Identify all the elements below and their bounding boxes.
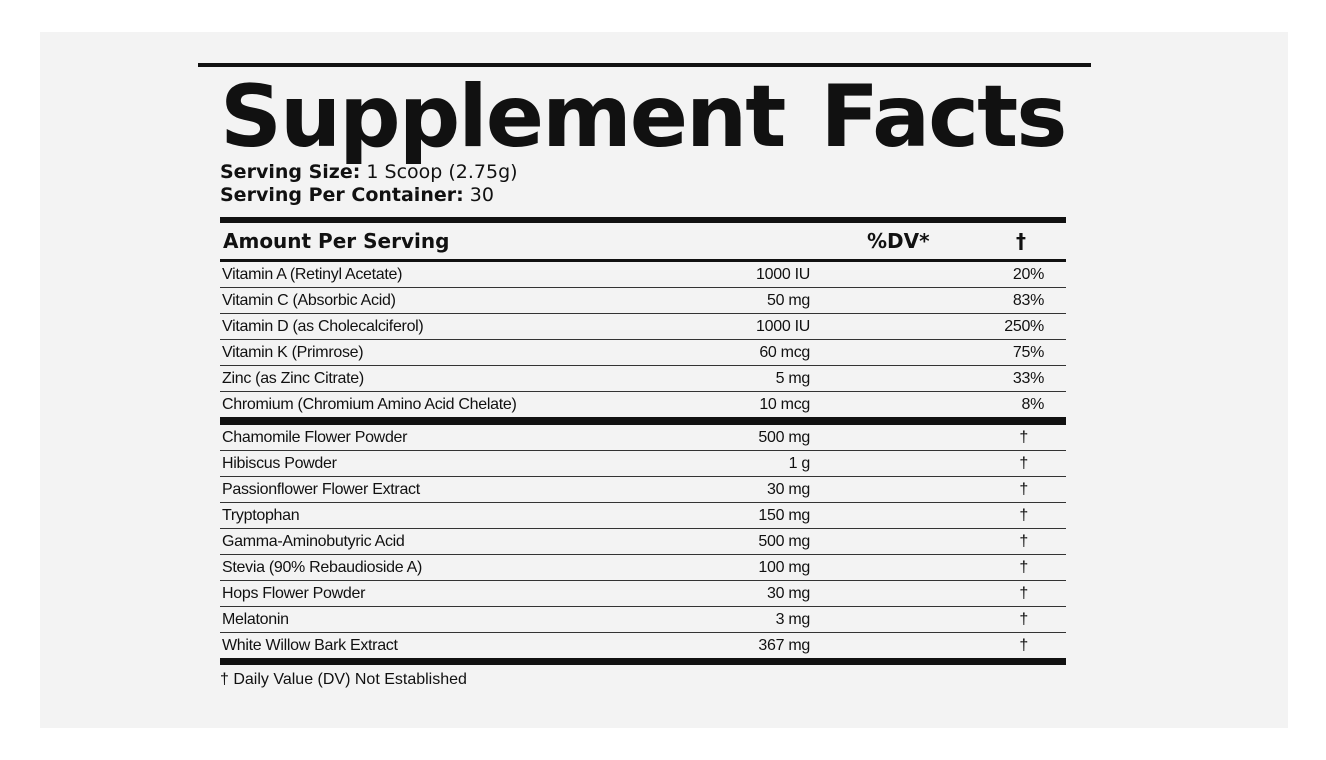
table-row: Hops Flower Powder 30 mg † <box>220 581 1066 607</box>
nutrient-name: White Willow Bark Extract <box>222 637 398 654</box>
header-bottom-rule <box>220 259 1066 262</box>
nutrient-amount: 5 mg <box>775 370 811 387</box>
nutrient-amount: 500 mg <box>758 429 810 446</box>
table-row: White Willow Bark Extract 367 mg † <box>220 633 1066 658</box>
serving-size-label: Serving Size: <box>220 161 361 183</box>
nutrient-dv: 250% <box>1004 318 1044 335</box>
nutrient-name: Stevia (90% Rebaudioside A) <box>222 559 423 576</box>
nutrient-amount: 100 mg <box>758 559 810 576</box>
nutrient-dv: 20% <box>1012 266 1044 283</box>
nutrient-name: Chromium (Chromium Amino Acid Chelate) <box>222 396 517 413</box>
nutrient-amount: 367 mg <box>758 637 810 654</box>
nutrient-name: Melatonin <box>222 611 289 628</box>
nutrient-amount: 30 mg <box>767 481 810 498</box>
nutrient-dv: † <box>1019 559 1028 576</box>
nutrient-dv: † <box>1019 585 1028 602</box>
table-row: Zinc (as Zinc Citrate) 5 mg 33% <box>220 366 1066 392</box>
nutrient-dv: 8% <box>1021 396 1044 413</box>
nutrient-dv: 75% <box>1012 344 1044 361</box>
nutrient-dv: † <box>1019 507 1028 524</box>
nutrient-name: Passionflower Flower Extract <box>222 481 420 498</box>
nutrient-name: Gamma-Aminobutyric Acid <box>222 533 405 550</box>
nutrient-dv: 33% <box>1012 370 1044 387</box>
header-rule <box>220 217 1066 223</box>
header-dagger: † <box>1016 229 1026 253</box>
table-row: Melatonin 3 mg † <box>220 607 1066 633</box>
nutrient-amount: 150 mg <box>758 507 810 524</box>
servings-per-container-value: 30 <box>469 184 494 206</box>
table-row: Vitamin K (Primrose) 60 mcg 75% <box>220 340 1066 366</box>
table-row: Vitamin D (as Cholecalciferol) 1000 IU 250… <box>220 314 1066 340</box>
table-row: Chamomile Flower Powder 500 mg † <box>220 425 1066 451</box>
nutrient-name: Tryptophan <box>222 507 300 524</box>
ingredient-list: Chamomile Flower Powder 500 mg † Hibiscus P… <box>220 425 1066 658</box>
nutrient-dv: † <box>1019 429 1028 446</box>
header-amount-per-serving: Amount Per Serving <box>223 229 450 253</box>
table-row: Hibiscus Powder 1 g † <box>220 451 1066 477</box>
table-row: Chromium (Chromium Amino Acid Chelate) 10… <box>220 392 1066 417</box>
table-row: Stevia (90% Rebaudioside A) 100 mg † <box>220 555 1066 581</box>
section-rule <box>220 417 1066 425</box>
supplement-facts-label: Supplement Facts Serving Size: 1 Scoop (2… <box>198 63 1091 689</box>
table-row: Tryptophan 150 mg † <box>220 503 1066 529</box>
nutrient-name: Hibiscus Powder <box>222 455 337 472</box>
vitamin-list: Vitamin A (Retinyl Acetate) 1000 IU 20% Vit… <box>220 262 1066 417</box>
footnote: † Daily Value (DV) Not Established <box>220 671 467 688</box>
nutrient-name: Vitamin D (as Cholecalciferol) <box>222 318 424 335</box>
nutrient-dv: † <box>1019 637 1028 654</box>
nutrient-name: Vitamin C (Absorbic Acid) <box>222 292 396 309</box>
label-title: Supplement Facts <box>220 73 1067 161</box>
nutrient-amount: 1000 IU <box>756 266 810 283</box>
nutrient-dv: † <box>1019 455 1028 472</box>
serving-size: Serving Size: 1 Scoop (2.75g) <box>220 161 1066 184</box>
bottom-rule <box>220 658 1066 665</box>
nutrient-dv: † <box>1019 481 1028 498</box>
nutrient-amount: 50 mg <box>767 292 810 309</box>
table-row: Passionflower Flower Extract 30 mg † <box>220 477 1066 503</box>
table-header: Amount Per Serving %DV* † <box>220 223 1066 259</box>
nutrient-name: Chamomile Flower Powder <box>222 429 408 446</box>
nutrient-name: Hops Flower Powder <box>222 585 366 602</box>
nutrient-name: Vitamin K (Primrose) <box>222 344 364 361</box>
table-row: Vitamin C (Absorbic Acid) 50 mg 83% <box>220 288 1066 314</box>
nutrient-dv: † <box>1019 611 1028 628</box>
title-word-supplement: Supplement <box>220 67 786 167</box>
header-dv: %DV* <box>867 229 930 253</box>
nutrient-name: Zinc (as Zinc Citrate) <box>222 370 364 387</box>
serving-size-value: 1 Scoop (2.75g) <box>366 161 518 183</box>
background-panel <box>40 32 1288 728</box>
nutrient-amount: 500 mg <box>758 533 810 550</box>
nutrient-amount: 60 mcg <box>759 344 810 361</box>
label-body: Supplement Facts Serving Size: 1 Scoop (2… <box>220 73 1067 689</box>
nutrient-name: Vitamin A (Retinyl Acetate) <box>222 266 403 283</box>
top-rule <box>198 63 1091 67</box>
nutrient-dv: † <box>1019 533 1028 550</box>
nutrient-dv: 83% <box>1012 292 1044 309</box>
nutrient-amount: 3 mg <box>775 611 811 628</box>
title-word-facts: Facts <box>820 67 1067 167</box>
nutrient-amount: 1000 IU <box>756 318 810 335</box>
servings-per-container: Serving Per Container: 30 <box>220 184 1066 207</box>
table-row: Vitamin A (Retinyl Acetate) 1000 IU 20% <box>220 262 1066 288</box>
servings-per-container-label: Serving Per Container: <box>220 184 464 206</box>
nutrient-amount: 1 g <box>788 455 811 472</box>
nutrient-amount: 30 mg <box>767 585 810 602</box>
nutrient-amount: 10 mcg <box>759 396 810 413</box>
table-row: Gamma-Aminobutyric Acid 500 mg † <box>220 529 1066 555</box>
